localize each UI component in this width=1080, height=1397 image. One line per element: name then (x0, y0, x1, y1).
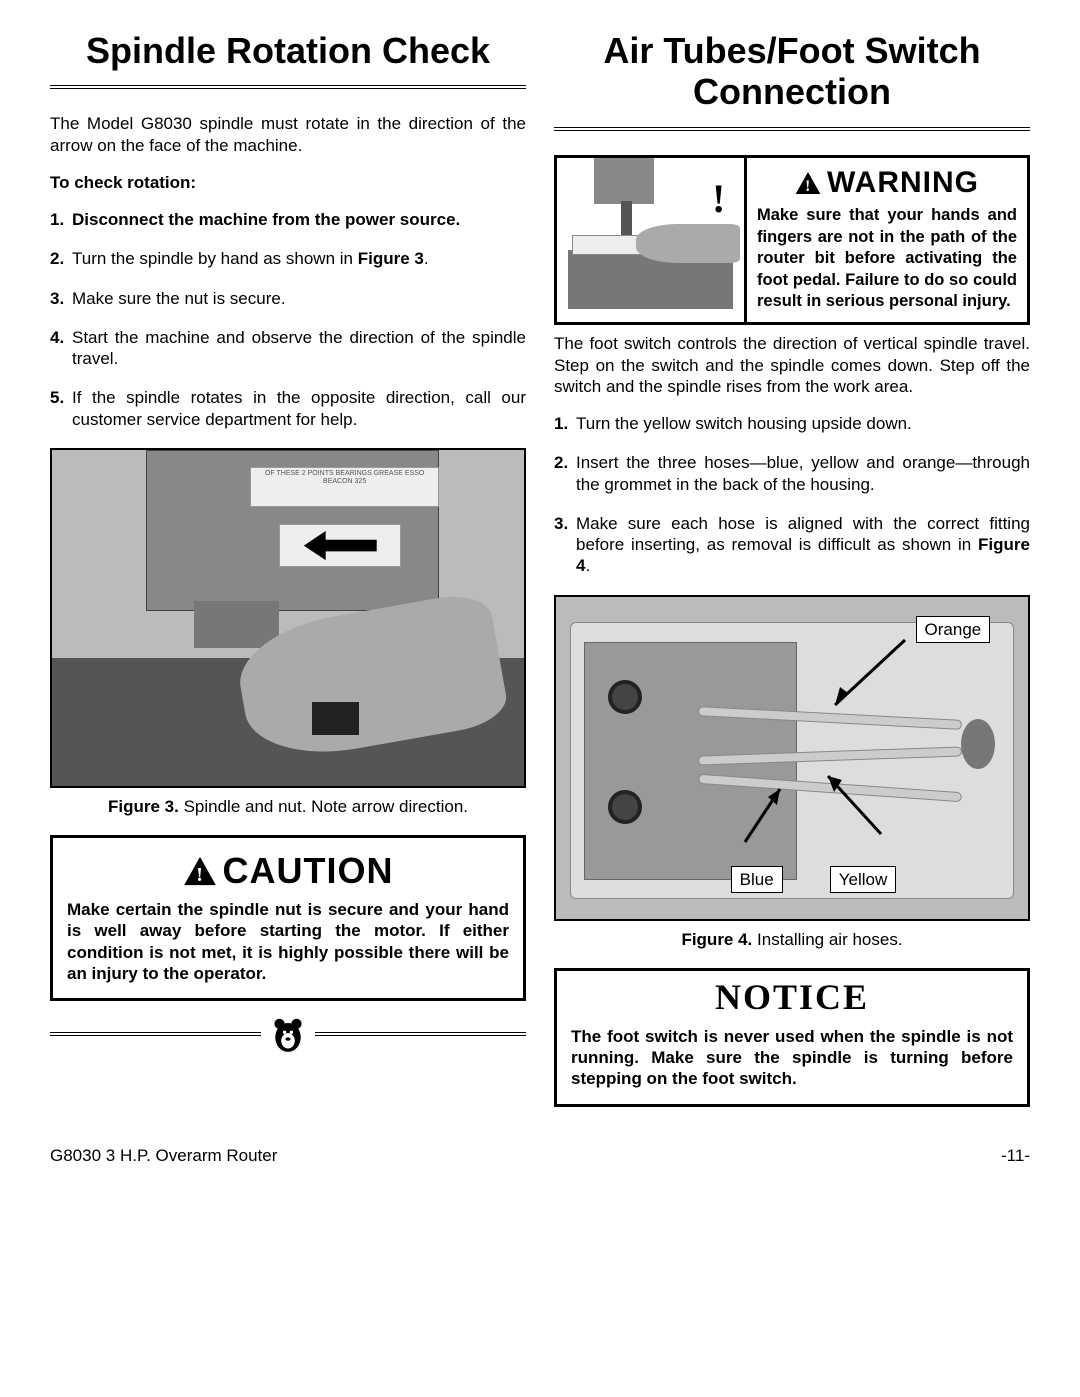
exclaim-icon: ! (712, 174, 725, 224)
warning-triangle-icon: ! (183, 856, 217, 886)
right-step-3: 3.Make sure each hose is aligned with th… (554, 513, 1030, 577)
section-divider (50, 1015, 526, 1053)
footer-right: -11- (1001, 1145, 1030, 1166)
svg-text:!: ! (805, 177, 811, 194)
left-step-2: 2.Turn the spindle by hand as shown in F… (50, 248, 526, 269)
right-intro: The foot switch controls the direction o… (554, 333, 1030, 397)
right-step-1: 1.Turn the yellow switch housing upside … (554, 413, 1030, 434)
notice-title: NOTICE (571, 975, 1013, 1020)
arrow-icon (735, 777, 805, 847)
warning-title: ! WARNING (757, 164, 1017, 202)
notice-text: The foot switch is never used when the s… (571, 1026, 1013, 1090)
caution-box: ! CAUTION Make certain the spindle nut i… (50, 835, 526, 1001)
left-title: Spindle Rotation Check (50, 30, 526, 89)
warning-triangle-icon: ! (795, 171, 821, 195)
svg-text:!: ! (196, 864, 204, 886)
left-step-5: 5.If the spindle rotates in the opposite… (50, 387, 526, 430)
left-steps: 1.Disconnect the machine from the power … (50, 209, 526, 430)
footer-left: G8030 3 H.P. Overarm Router (50, 1145, 277, 1166)
figure-3-caption: Figure 3. Spindle and nut. Note arrow di… (50, 796, 526, 817)
caution-title: ! CAUTION (67, 848, 509, 893)
right-title: Air Tubes/Foot Switch Connection (554, 30, 1030, 131)
fig4-label-blue: Blue (731, 866, 783, 893)
warning-text: Make sure that your hands and fingers ar… (757, 205, 1017, 312)
left-lead: To check rotation: (50, 172, 526, 193)
notice-box: NOTICE The foot switch is never used whe… (554, 968, 1030, 1107)
right-step-2: 2.Insert the three hoses—blue, yellow an… (554, 452, 1030, 495)
right-steps: 1.Turn the yellow switch housing upside … (554, 413, 1030, 577)
left-step-1: 1.Disconnect the machine from the power … (50, 209, 526, 230)
page-footer: G8030 3 H.P. Overarm Router -11- (50, 1145, 1030, 1166)
warning-box: ! ! WARNING Make sure that your hands an… (554, 155, 1030, 326)
bear-logo-icon (271, 1015, 305, 1053)
left-step-4: 4.Start the machine and observe the dire… (50, 327, 526, 370)
fig4-label-yellow: Yellow (830, 866, 897, 893)
figure-4: Orange Blue Yellow (554, 595, 1030, 921)
right-column: Air Tubes/Foot Switch Connection ! ! WAR… (554, 30, 1030, 1121)
left-intro: The Model G8030 spindle must rotate in t… (50, 113, 526, 156)
arrow-icon (820, 635, 910, 715)
caution-text: Make certain the spindle nut is secure a… (67, 899, 509, 984)
figure-3: OF THESE 2 POINTS BEARINGS GREASE ESSO B… (50, 448, 526, 788)
left-step-3: 3.Make sure the nut is secure. (50, 288, 526, 309)
fig4-label-orange: Orange (916, 616, 991, 643)
page-columns: Spindle Rotation Check The Model G8030 s… (50, 30, 1030, 1121)
arrow-left-icon (279, 524, 402, 568)
left-column: Spindle Rotation Check The Model G8030 s… (50, 30, 526, 1121)
figure-4-caption: Figure 4. Installing air hoses. (554, 929, 1030, 950)
warning-illustration: ! (557, 158, 747, 323)
arrow-icon (816, 764, 896, 844)
